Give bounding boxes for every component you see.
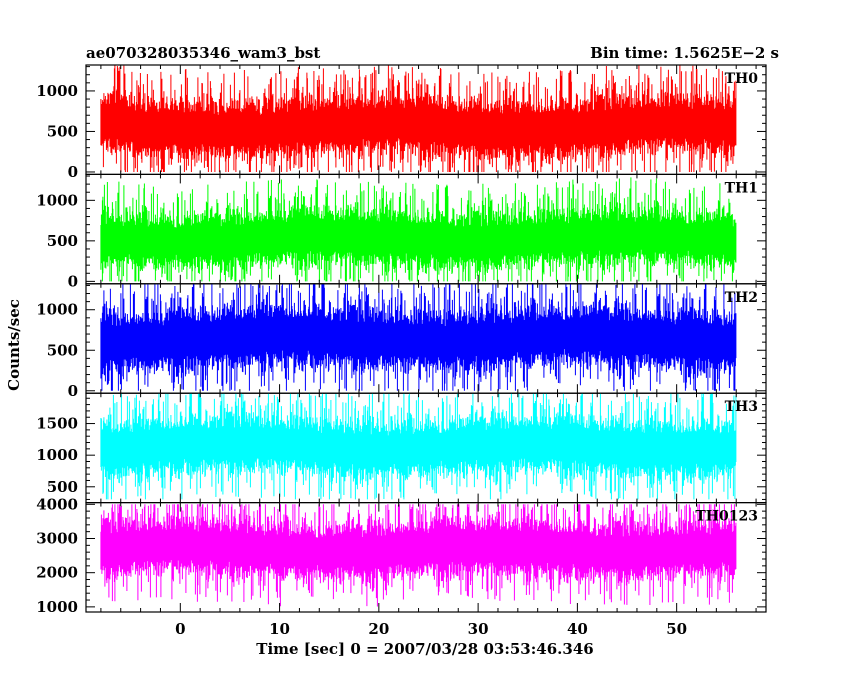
series-line-th1 (100, 177, 737, 282)
y-tick-label: 0 (68, 382, 78, 400)
x-tick-label: 20 (368, 620, 389, 638)
x-tick-label: 0 (175, 620, 185, 638)
y-tick-label: 0 (68, 163, 78, 181)
series-line-th3 (100, 393, 737, 500)
x-tick-label: 10 (269, 620, 290, 638)
y-tick-label: 1500 (36, 415, 78, 433)
x-tick-label: 30 (468, 620, 489, 638)
y-tick-label: 2000 (36, 564, 78, 582)
y-tick-label: 1000 (36, 598, 78, 616)
y-tick-label: 500 (47, 122, 78, 140)
x-axis-tick-labels: 0 10 20 30 40 50 (175, 620, 687, 638)
panel-label-th1: TH1 (725, 180, 758, 196)
y-tick-label: 500 (47, 341, 78, 359)
y-axis-label: Counts/sec (5, 299, 23, 391)
panel-label-th2: TH2 (725, 290, 758, 306)
y-tick-label: 4000 (36, 495, 78, 513)
y-tick-label: 500 (47, 478, 78, 496)
series-line-th0123 (100, 504, 737, 607)
panel-frame (85, 502, 767, 613)
panel-th3: 500 1000 1500 TH3 (36, 392, 767, 504)
y-tick-label: 1000 (36, 82, 78, 100)
x-axis-label: Time [sec] 0 = 2007/03/28 03:53:46.346 (256, 640, 593, 658)
panels-group: 05001000TH005001000TH105001000TH25001000… (36, 64, 767, 616)
y-tick-label: 3000 (36, 529, 78, 547)
panel-th1: 0 500 1000 TH1 (36, 173, 767, 290)
panel-th0: 0 500 1000 TH0 (36, 64, 767, 181)
y-tick-label: 500 (47, 232, 78, 250)
y-tick-label: 0 (68, 272, 78, 290)
x-tick-label: 40 (567, 620, 588, 638)
y-tick-label: 1000 (36, 301, 78, 319)
x-tick-label: 50 (666, 620, 687, 638)
series-line-th0 (100, 65, 737, 172)
panel-th0123: 1000 2000 3000 4000 TH0123 (36, 495, 767, 616)
chart-title: ae070328035346_wam3_bst (86, 44, 320, 62)
bin-time-label: Bin time: 1.5625E−2 s (590, 44, 779, 62)
panel-th2: 0 500 1000 TH2 (36, 283, 767, 400)
panel-label-th0: TH0 (725, 71, 759, 87)
panel-label-th3: TH3 (725, 399, 758, 415)
y-tick-label: 1000 (36, 191, 78, 209)
panel-label-th0123: TH0123 (695, 509, 758, 525)
series-line-th2 (100, 283, 737, 391)
y-tick-label: 1000 (36, 446, 78, 464)
